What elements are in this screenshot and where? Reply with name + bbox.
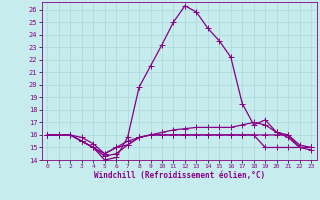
X-axis label: Windchill (Refroidissement éolien,°C): Windchill (Refroidissement éolien,°C): [94, 171, 265, 180]
